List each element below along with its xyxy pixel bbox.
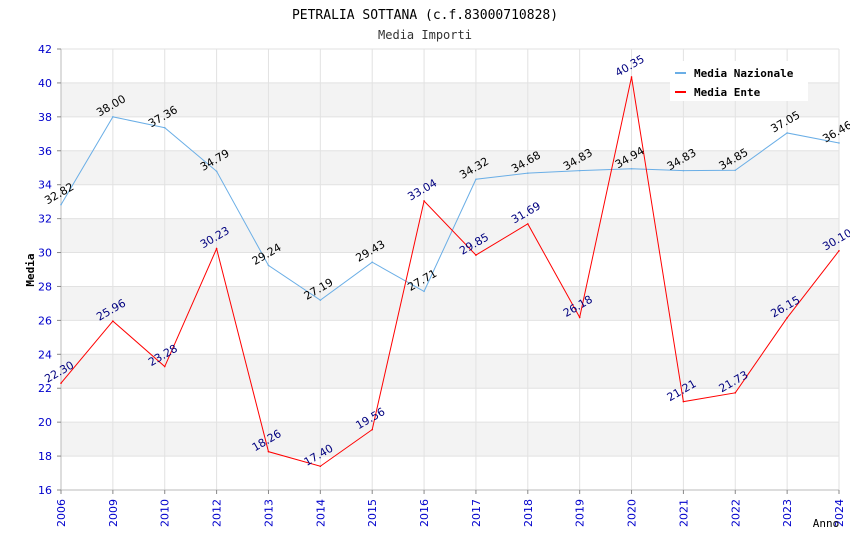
series-line-media-ente <box>60 76 840 467</box>
data-point <box>267 264 270 267</box>
y-tick-label: 34 <box>38 179 52 192</box>
data-point <box>319 465 322 468</box>
data-point <box>527 172 529 174</box>
data-point <box>786 132 788 134</box>
data-point <box>215 170 218 173</box>
plot-band <box>61 286 839 321</box>
plot-band <box>61 422 839 457</box>
series-line-media-nazionale <box>60 116 840 301</box>
data-point <box>838 250 840 252</box>
y-tick-label: 36 <box>38 145 52 158</box>
x-axis-ticks: 2006 2009 2010 2012 2013 2014 2015 2016 2017 2018… <box>55 490 846 527</box>
x-tick-label: 2014 <box>314 499 327 527</box>
axes <box>60 49 839 491</box>
data-point <box>682 169 685 172</box>
data-point <box>630 76 633 78</box>
data-point <box>319 299 322 302</box>
data-point <box>838 142 840 144</box>
x-tick-label: 2006 <box>55 499 68 527</box>
x-tick-label: 2012 <box>211 499 224 527</box>
data-point <box>734 392 737 394</box>
y-tick-label: 20 <box>38 416 52 429</box>
y-axis-label: Media <box>24 253 37 286</box>
y-tick-label: 26 <box>38 314 52 327</box>
y-tick-label: 32 <box>38 213 52 226</box>
data-point <box>267 450 270 453</box>
legend: Media Nazionale Media Ente <box>670 61 808 101</box>
data-point <box>423 200 425 202</box>
y-tick-label: 24 <box>38 348 52 361</box>
data-point <box>112 116 114 118</box>
plot-band <box>61 150 839 185</box>
data-point <box>578 169 581 172</box>
x-tick-label: 2022 <box>729 499 742 527</box>
x-axis-label: Anno <box>813 517 840 530</box>
y-tick-label: 16 <box>38 484 52 497</box>
x-tick-label: 2024 <box>833 499 846 527</box>
x-tick-label: 2017 <box>470 499 483 527</box>
x-tick-label: 2009 <box>107 499 120 527</box>
legend-box <box>670 61 808 101</box>
chart-title: PETRALIA SOTTANA (c.f.83000710828) <box>292 8 558 23</box>
x-tick-label: 2023 <box>781 499 794 527</box>
y-tick-label: 28 <box>38 280 52 293</box>
x-tick-label: 2013 <box>262 499 275 527</box>
y-tick-label: 22 <box>38 382 52 395</box>
data-point <box>682 400 685 403</box>
data-point <box>112 320 114 322</box>
y-axis-ticks: 16 18 20 22 24 26 28 30 32 34 36 38 40 42 <box>38 43 61 497</box>
chart-subtitle: Media Importi <box>378 28 472 42</box>
x-tick-label: 2019 <box>574 499 587 527</box>
data-point <box>371 261 374 264</box>
x-tick-label: 2020 <box>626 499 639 527</box>
data-point <box>734 169 737 172</box>
data-point <box>60 203 62 206</box>
gridlines <box>60 48 840 491</box>
plot-band <box>61 354 839 389</box>
data-label: 40.35 <box>613 52 647 79</box>
x-tick-label: 2010 <box>159 499 172 527</box>
data-point <box>163 365 166 368</box>
data-point <box>578 316 581 319</box>
data-point <box>630 167 633 170</box>
data-point <box>527 223 529 225</box>
data-point <box>215 247 218 250</box>
x-tick-label: 2016 <box>418 499 431 527</box>
series-lines <box>60 76 840 467</box>
y-tick-label: 42 <box>38 43 52 56</box>
x-tick-label: 2015 <box>366 499 379 527</box>
x-tick-label: 2021 <box>677 499 690 527</box>
data-point <box>423 290 425 293</box>
data-point <box>786 317 788 319</box>
data-point <box>163 126 166 129</box>
data-point <box>371 428 374 431</box>
legend-label: Media Nazionale <box>694 67 794 80</box>
x-tick-label: 2018 <box>522 499 535 527</box>
y-tick-label: 30 <box>38 247 52 260</box>
data-label: 36.46 <box>820 118 850 145</box>
data-point <box>475 178 477 181</box>
y-tick-label: 40 <box>38 77 52 90</box>
y-tick-label: 18 <box>38 450 52 463</box>
data-point <box>475 254 477 256</box>
y-tick-label: 38 <box>38 111 52 124</box>
data-point <box>60 382 62 384</box>
legend-label: Media Ente <box>694 86 761 99</box>
